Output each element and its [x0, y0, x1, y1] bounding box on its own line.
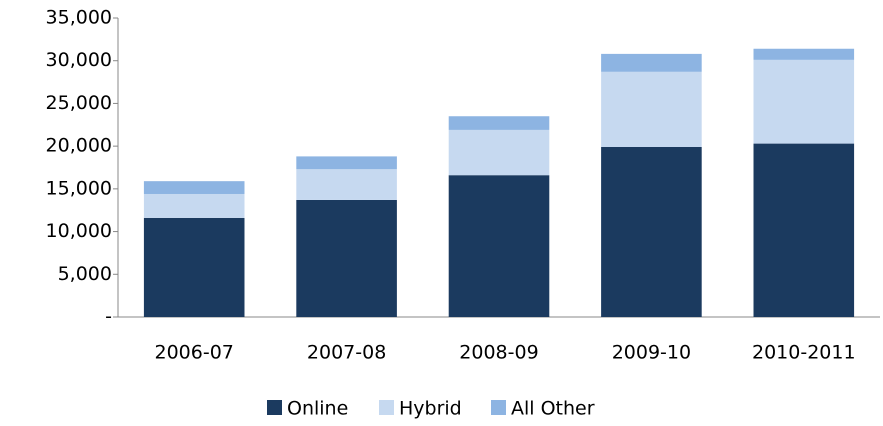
- bar-segment: [753, 59, 855, 144]
- y-tick-label: 25,000: [46, 92, 112, 114]
- bar-segment: [753, 143, 855, 317]
- legend-label: All Other: [511, 398, 595, 420]
- x-tick-label: 2006-07: [155, 342, 234, 364]
- bar-segment: [753, 48, 855, 60]
- legend-swatch: [379, 400, 394, 415]
- bar-segment: [601, 71, 702, 147]
- bar-segment: [448, 116, 550, 130]
- legend-swatch: [491, 400, 506, 415]
- x-tick-label: 2008-09: [459, 342, 538, 364]
- y-tick-label: 20,000: [46, 135, 112, 157]
- y-tick-label: 35,000: [46, 7, 112, 29]
- bar-segment: [296, 156, 397, 170]
- y-tick-label: 15,000: [46, 177, 112, 199]
- bar-segment: [143, 217, 245, 317]
- y-tick-label: -: [105, 306, 112, 328]
- bar-segment: [601, 146, 702, 317]
- bar-segment: [296, 169, 397, 200]
- y-tick-label: 10,000: [46, 220, 112, 242]
- x-tick-label: 2009-10: [612, 342, 691, 364]
- y-tick-label: 30,000: [46, 49, 112, 71]
- bar-segment: [296, 199, 397, 317]
- legend-label: Online: [287, 398, 348, 420]
- bar-segment: [143, 181, 245, 194]
- x-tick-label: 2010-2011: [752, 342, 856, 364]
- legend-label: Hybrid: [399, 398, 462, 420]
- x-tick-label: 2007-08: [307, 342, 386, 364]
- bar-segment: [143, 193, 245, 218]
- legend-swatch: [267, 400, 282, 415]
- bar-segment: [601, 53, 702, 72]
- bar-segment: [448, 129, 550, 176]
- bar-segment: [448, 175, 550, 317]
- y-tick-label: 5,000: [58, 263, 112, 285]
